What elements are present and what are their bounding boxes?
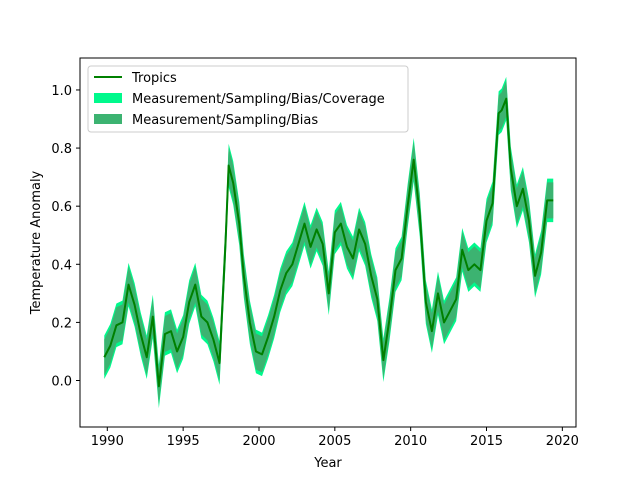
x-tick-label: 2020 (546, 434, 579, 449)
y-tick-label: 0.0 (51, 375, 72, 390)
y-tick-label: 0.8 (51, 142, 72, 157)
series-lines (103, 97, 554, 388)
x-tick-label: 2010 (394, 434, 427, 449)
legend-label-bias: Measurement/Sampling/Bias (132, 113, 318, 128)
legend-swatch-bias (94, 114, 122, 124)
x-axis-label: Year (313, 456, 342, 471)
x-tick-label: 2000 (242, 434, 275, 449)
x-axis: 1990 1995 2000 2005 2010 2015 2020 (91, 427, 579, 449)
y-axis-label: Temperature Anomaly (29, 170, 44, 315)
y-tick-label: 1.0 (51, 84, 72, 99)
legend-label-coverage: Measurement/Sampling/Bias/Coverage (132, 92, 385, 107)
y-tick-label: 0.2 (51, 316, 72, 331)
x-tick-label: 1995 (167, 434, 200, 449)
series-line-tropics (103, 97, 554, 388)
legend-swatch-coverage (94, 93, 122, 103)
legend: Tropics Measurement/Sampling/Bias/Covera… (87, 65, 409, 133)
x-tick-label: 2015 (470, 434, 503, 449)
bias-band (104, 80, 554, 405)
plot-frame (79, 57, 577, 428)
error-bands (104, 76, 554, 409)
y-tick-label: 0.6 (51, 200, 72, 215)
x-tick-label: 2005 (318, 434, 351, 449)
y-axis: 0.0 0.2 0.4 0.6 0.8 1.0 (51, 84, 80, 390)
legend-label-tropics: Tropics (131, 71, 177, 86)
x-tick-label: 1990 (91, 434, 124, 449)
y-tick-label: 0.4 (51, 258, 72, 273)
legend-box (87, 65, 409, 133)
